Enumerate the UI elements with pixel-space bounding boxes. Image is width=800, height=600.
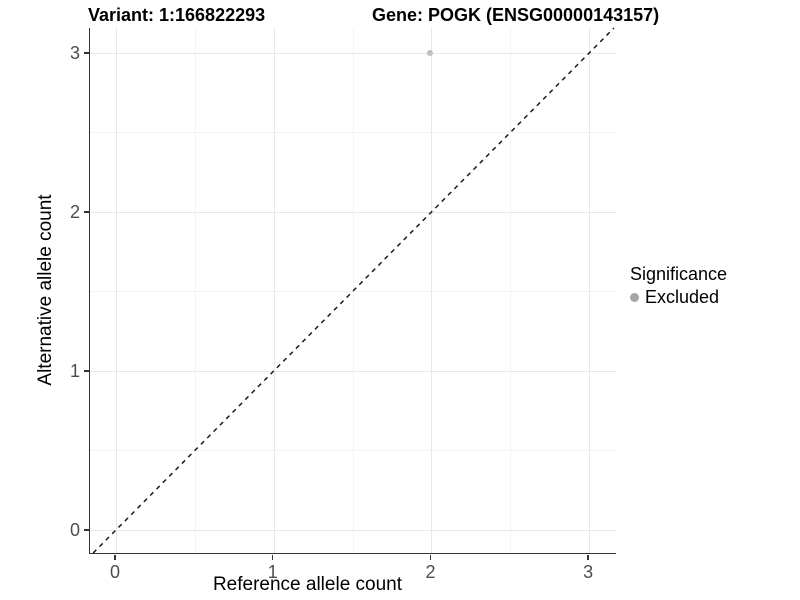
gridline-major-v — [589, 28, 591, 553]
y-tick-mark — [84, 211, 89, 213]
gridline-minor-v — [194, 28, 196, 553]
x-tick-label: 3 — [583, 562, 594, 582]
x-tick-mark — [271, 554, 274, 560]
gridline-minor-h — [90, 132, 616, 134]
y-tick-label: 1 — [69, 360, 80, 381]
gridline-major-h — [90, 52, 616, 54]
y-axis-title: Alternative allele count — [35, 194, 56, 386]
x-axis-title: Reference allele count — [212, 574, 403, 595]
data-point — [427, 49, 434, 56]
gridline-major-h — [90, 370, 616, 372]
gridline-minor-v — [510, 28, 512, 553]
gridline-minor-h — [90, 291, 616, 293]
gridline-major-v — [431, 28, 433, 553]
legend-point-icon — [630, 293, 639, 302]
gridline-major-h — [90, 529, 616, 531]
x-tick-mark — [114, 554, 116, 560]
x-tick-label: 0 — [110, 562, 121, 582]
y-tick-label: 0 — [69, 519, 80, 540]
identity-dashed-line — [92, 27, 615, 554]
x-tick-label: 1 — [267, 562, 278, 582]
plot-title-variant: Variant: 1:166822293 — [88, 5, 266, 25]
legend: Significance Excluded — [630, 263, 727, 309]
x-tick-mark — [429, 554, 432, 560]
y-tick-label: 3 — [69, 42, 80, 63]
gridline-minor-h — [90, 450, 616, 452]
x-tick-label: 2 — [425, 562, 436, 582]
legend-title: Significance — [630, 264, 728, 284]
y-tick-mark — [84, 370, 89, 372]
x-tick-mark — [587, 554, 589, 560]
gridline-major-v — [273, 28, 275, 553]
y-tick-mark — [84, 52, 89, 54]
plot-panel — [89, 27, 616, 554]
gridline-major-v — [116, 28, 118, 553]
y-tick-mark — [84, 529, 89, 531]
legend-item-label: Excluded — [645, 287, 720, 307]
y-tick-label: 2 — [69, 201, 80, 222]
plot-title-gene: Gene: POGK (ENSG00000143157) — [372, 5, 660, 25]
gridline-major-h — [90, 211, 616, 213]
legend-item-excluded: Excluded — [630, 286, 727, 309]
